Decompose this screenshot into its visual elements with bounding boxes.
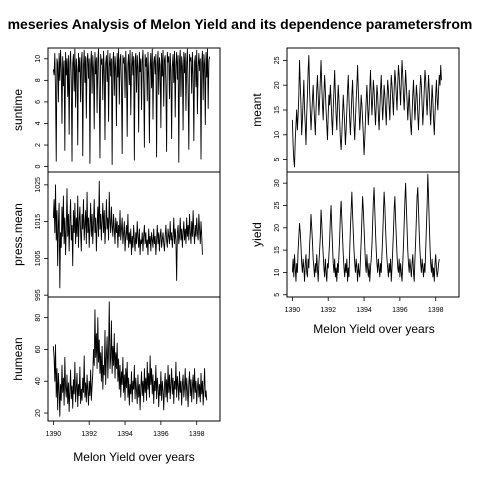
x-tick-label: 1392 (81, 431, 97, 438)
y-tick-label: 20 (35, 409, 42, 417)
panel-frame (47, 296, 221, 422)
panel-meant: 5 10 15 20 25 meant (250, 47, 460, 173)
x-tick-label: 1394 (356, 307, 372, 314)
y-tick-label: 1005 (35, 251, 42, 267)
series-line-press-mean (52, 180, 203, 289)
panel-humean: 20 40 60 80 humean 1390 1392 1394 1396 1398 (11, 296, 221, 438)
panel-press-mean: 995 1005 1015 1025 press.mean (11, 171, 221, 301)
y-tick-label: 4 (35, 121, 42, 125)
series-line-yield (291, 173, 440, 282)
y-tick-label: 40 (35, 377, 42, 385)
y-tick-label: 10 (274, 131, 281, 139)
y-tick-label: 10 (274, 268, 281, 276)
y-tick-label: 1025 (35, 177, 42, 193)
y-tick-label: 30 (274, 179, 281, 187)
panel-frame (286, 171, 460, 298)
x-tick-label: 1390 (285, 307, 301, 314)
y-tick-label: 1015 (35, 214, 42, 230)
y-tick-label: 0 (35, 165, 42, 169)
series-line-meant (291, 54, 442, 168)
y-axis-label: suntime (11, 89, 25, 131)
x-tick-label: 1392 (320, 307, 336, 314)
y-tick-label: 10 (35, 55, 42, 63)
series-line-humean (52, 301, 208, 417)
series-line-suntime (52, 48, 211, 165)
panel-yield: 5 10 15 20 25 30 yield 1390 1392 1394 1396 1398 (250, 171, 460, 314)
y-tick-label: 5 (274, 158, 281, 162)
y-tick-label: 25 (274, 56, 281, 64)
y-tick-label: 2 (35, 143, 42, 147)
x-tick-label: 1394 (117, 431, 133, 438)
x-tick-label: 1396 (392, 307, 408, 314)
x-tick-label: 1398 (428, 307, 444, 314)
x-tick-label: 1396 (153, 431, 169, 438)
y-tick-label: 80 (35, 314, 42, 322)
y-tick-label: 5 (274, 293, 281, 297)
y-axis-label: meant (250, 93, 264, 127)
y-tick-label: 25 (274, 201, 281, 209)
y-axis-label: yield (250, 222, 264, 247)
y-axis-label: press.mean (11, 203, 25, 266)
panel-group: 0246810suntime995100510151025press.mean2… (11, 47, 460, 438)
x-tick-label: 1390 (46, 431, 62, 438)
y-tick-label: 995 (35, 289, 42, 301)
y-tick-label: 15 (274, 106, 281, 114)
y-tick-label: 20 (274, 224, 281, 232)
y-tick-label: 8 (35, 78, 42, 82)
y-tick-label: 6 (35, 100, 42, 104)
y-tick-label: 60 (35, 345, 42, 353)
y-tick-label: 15 (274, 246, 281, 254)
chart-title: meseries Analysis of Melon Yield and its… (8, 16, 473, 32)
y-axis-label: humean (11, 337, 25, 380)
x-tick-label: 1398 (189, 431, 205, 438)
panel-suntime: 0 2 4 6 8 10 suntime (11, 47, 221, 173)
y-tick-label: 20 (274, 81, 281, 89)
x-axis-label-right: Melon Yield over years (313, 322, 434, 336)
x-axis-label-left: Melon Yield over years (73, 450, 194, 464)
